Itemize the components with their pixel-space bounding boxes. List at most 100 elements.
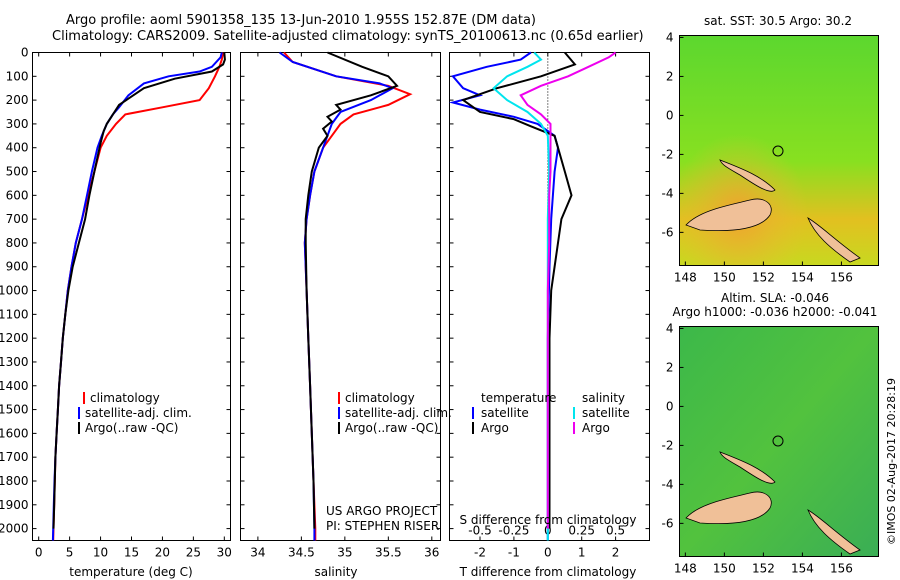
s-tick-label: -0.5 xyxy=(468,524,491,538)
sla-land-new-guinea xyxy=(685,491,772,525)
x-tick-label: 0 xyxy=(35,546,43,560)
y-tick-label: 1100 xyxy=(0,307,29,321)
map-y-tick-label: 0 xyxy=(666,108,674,122)
series-line-s-argo xyxy=(519,51,617,529)
map-y-tick-label: -6 xyxy=(662,225,674,239)
map-y-tick-label: 2 xyxy=(666,69,674,83)
legend-argo-label: Argo(..raw -QC) xyxy=(345,421,438,435)
x-tick-label: -2 xyxy=(474,546,486,560)
y-tick-label: 1900 xyxy=(0,498,29,512)
map-y-tick-label: -6 xyxy=(662,516,674,530)
sst-map-title: sat. SST: 30.5 Argo: 30.2 xyxy=(704,14,852,28)
y-tick-label: 1500 xyxy=(0,403,29,417)
x-tick-label: 5 xyxy=(66,546,74,560)
sla-map-title-1: Altim. SLA: -0.046 xyxy=(721,291,829,305)
legend-salinity-title: salinity xyxy=(582,391,625,405)
map-y-tick-label: 2 xyxy=(666,360,674,374)
sla-map: 148 150 152 154 156 4 2 0 -2 -4 -6 xyxy=(662,321,879,576)
map-x-tick-label: 156 xyxy=(830,271,853,285)
s-tick-label: -0.25 xyxy=(498,524,529,538)
map-y-tick-label: -2 xyxy=(662,147,674,161)
x-tick-label: 10 xyxy=(93,546,108,560)
x-tick-label: 1 xyxy=(578,546,586,560)
map-x-tick-label: 156 xyxy=(830,562,853,576)
title-line-2: Climatology: CARS2009. Satellite-adjuste… xyxy=(52,29,644,44)
sst-argo-position xyxy=(772,145,784,157)
legend-t-sat-label: satellite xyxy=(481,406,529,420)
project-annotation: US ARGO PROJECT xyxy=(326,504,438,518)
x-tick-label: 34 xyxy=(250,546,265,560)
y-tick-label: 300 xyxy=(6,117,29,131)
salinity-panel: 34 34.5 35 35.5 36 salinity climatology sate… xyxy=(240,51,452,579)
legend-t-argo-label: Argo xyxy=(481,421,509,435)
map-x-tick-label: 148 xyxy=(674,562,697,576)
difference-xlabel-bottom: T difference from climatology xyxy=(459,565,637,579)
title-line-1: Argo profile: aoml 5901358_135 13-Jun-20… xyxy=(66,13,536,28)
x-tick-label: 20 xyxy=(155,546,170,560)
temperature-xlabel: temperature (deg C) xyxy=(69,565,192,579)
map-y-tick-label: 4 xyxy=(666,30,674,44)
x-tick-label: 34.5 xyxy=(288,546,315,560)
y-tick-label: 1300 xyxy=(0,355,29,369)
x-tick-label: 15 xyxy=(124,546,139,560)
x-tick-label: -1 xyxy=(508,546,520,560)
sla-map-title-2: Argo h1000: -0.036 h2000: -0.041 xyxy=(673,305,878,319)
difference-axes-frame xyxy=(449,52,650,541)
legend-s-argo-label: Argo xyxy=(582,421,610,435)
sla-map-frame xyxy=(679,326,879,557)
sla-land-new-ireland xyxy=(719,451,776,484)
salinity-legend: climatology satellite-adj. clim. Argo(..… xyxy=(338,391,452,435)
sst-map-frame xyxy=(679,35,879,266)
y-tick-label: 0 xyxy=(21,46,29,60)
y-tick-label: 600 xyxy=(6,188,29,202)
temperature-legend: climatology satellite-adj. clim. Argo(..… xyxy=(78,391,192,435)
legend-clim-label: climatology xyxy=(345,391,415,405)
legend-clim-label: climatology xyxy=(90,391,160,405)
y-tick-label: 2000 xyxy=(0,522,29,536)
salinity-xlabel: salinity xyxy=(314,565,357,579)
map-y-tick-label: 0 xyxy=(666,399,674,413)
difference-xlabel-top: S difference from climatology xyxy=(460,513,637,527)
map-x-tick-label: 152 xyxy=(752,562,775,576)
map-x-tick-label: 154 xyxy=(791,271,814,285)
sst-map: 148 150 152 154 156 4 2 0 -2 -4 -6 xyxy=(662,30,879,285)
y-tick-label: 1000 xyxy=(0,284,29,298)
y-tick-label: 1700 xyxy=(0,450,29,464)
series-line-t-argo xyxy=(460,51,577,529)
credit-label: ©IMOS 02-Aug-2017 20:28:19 xyxy=(885,378,898,545)
y-tick-label: 800 xyxy=(6,236,29,250)
y-tick-label: 400 xyxy=(6,141,29,155)
temperature-panel: 0 5 10 15 20 25 300100200300400500600700800900… xyxy=(0,46,232,580)
y-tick-label: 1200 xyxy=(0,331,29,345)
map-x-tick-label: 148 xyxy=(674,271,697,285)
x-tick-label: 35 xyxy=(337,546,352,560)
legend-argo-label: Argo(..raw -QC) xyxy=(85,421,178,435)
salinity-axes-frame xyxy=(240,52,441,541)
map-y-tick-label: 4 xyxy=(666,321,674,335)
s-tick-label: 0.25 xyxy=(568,524,595,538)
pi-annotation: PI: STEPHEN RISER xyxy=(326,519,439,533)
x-tick-label: 35.5 xyxy=(375,546,402,560)
map-y-tick-label: -2 xyxy=(662,438,674,452)
series-line-argo-raw-qc xyxy=(52,52,226,529)
sst-land-new-ireland xyxy=(719,159,776,192)
map-y-tick-label: -4 xyxy=(662,186,674,200)
map-x-tick-label: 152 xyxy=(752,271,775,285)
x-tick-label: 0 xyxy=(544,546,552,560)
s-tick-label: 0.5 xyxy=(606,524,625,538)
series-line-argo-raw-qc xyxy=(304,51,399,529)
y-tick-label: 1800 xyxy=(0,474,29,488)
sla-land-bougainville xyxy=(807,509,861,555)
map-x-tick-label: 154 xyxy=(791,562,814,576)
y-tick-label: 100 xyxy=(6,69,29,83)
legend-s-sat-label: satellite xyxy=(582,406,630,420)
x-tick-label: 36 xyxy=(424,546,439,560)
legend-sat-label: satellite-adj. clim. xyxy=(85,406,192,420)
x-tick-label: 30 xyxy=(217,546,232,560)
y-tick-label: 900 xyxy=(6,260,29,274)
legend-sat-label: satellite-adj. clim. xyxy=(345,406,452,420)
y-tick-label: 700 xyxy=(6,212,29,226)
difference-legend: temperature satellite Argo salinity sate… xyxy=(472,391,630,435)
